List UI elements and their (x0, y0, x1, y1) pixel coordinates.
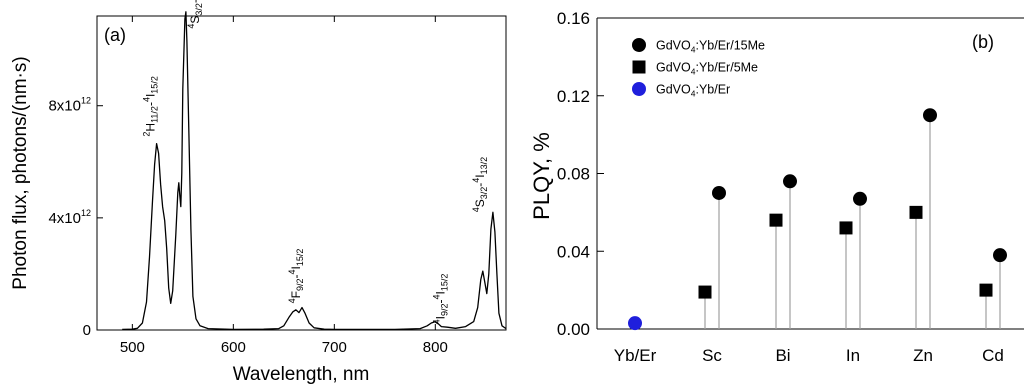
legend-marker-square (632, 60, 646, 74)
transition-label: 4S3/2-4I15/2 (186, 0, 204, 29)
panel-a-x-tick-label: 700 (322, 339, 347, 356)
panel-a: (a) Wavelength, nm Photon flux, photons/… (10, 0, 507, 385)
panel-a-x-tick-label: 500 (120, 339, 145, 356)
panel-b-x-tick-label: Cd (982, 346, 1004, 365)
data-point-square (769, 213, 783, 227)
legend-marker-circle (632, 38, 646, 52)
panel-b-x-tick-label: Zn (913, 346, 933, 365)
panel-a-y-tick-label: 8x1012 (48, 96, 91, 115)
panel-b-y-tick-label: 0.00 (557, 320, 590, 339)
legend-entry-label: GdVO4:Yb/Er/5Me (656, 61, 758, 77)
legend: GdVO4:Yb/Er/15Me GdVO4:Yb/Er/5Me GdVO4:Yb/… (632, 38, 765, 99)
legend-marker-circle (632, 82, 646, 96)
spectrum-line (122, 11, 507, 331)
panel-a-x-ticks: 500 600 700 800 (120, 16, 448, 356)
transition-label: 4I9/2-4I15/2 (431, 274, 449, 325)
panel-b-y-tick-label: 0.12 (557, 87, 590, 106)
data-point-circle (923, 108, 937, 123)
panel-b-y-tick-label: 0.08 (557, 165, 590, 184)
panel-b-y-tick-label: 0.04 (557, 242, 590, 261)
data-point-circle (712, 185, 726, 200)
transition-label: 2H11/2-4I15/2 (142, 76, 160, 136)
data-point-circle (853, 191, 867, 206)
panel-a-x-tick-label: 800 (423, 339, 448, 356)
transition-label: 4F9/2-4I15/2 (287, 249, 305, 304)
data-point-square (979, 283, 993, 297)
panel-b-y-ticks: 0.00 0.04 0.08 0.12 0.16 (557, 9, 604, 339)
panel-b-x-tick-label: Sc (702, 346, 722, 365)
panel-a-y-tick-label: 0 (83, 322, 91, 339)
panel-b-x-ticks: Yb/Er Sc Bi In Zn Cd (614, 346, 1004, 365)
data-point-circle (993, 248, 1007, 263)
panel-a-y-tick-label: 4x1012 (48, 208, 91, 227)
panel-a-y-axis-title: Photon flux, photons/(nm·s) (10, 56, 31, 289)
panel-b-y-axis-title: PLQY, % (529, 132, 554, 220)
legend-entry-label: GdVO4:Yb/Er (656, 83, 730, 99)
panel-b-points (628, 108, 1007, 331)
panel-b-label: (b) (972, 32, 994, 52)
transition-label: 4S3/2-4I13/2 (471, 157, 489, 212)
panel-a-x-axis-title: Wavelength, nm (233, 364, 370, 385)
panel-a-annotations: 2H11/2-4I15/2 4S3/2-4I15/2 4F9/2-4I15/2 4I9… (142, 0, 489, 324)
data-point-square (909, 205, 923, 219)
panel-a-label: (a) (104, 25, 126, 45)
panel-b-x-tick-label: Yb/Er (614, 346, 657, 365)
panel-a-x-tick-label: 600 (221, 339, 246, 356)
data-point-circle (783, 174, 797, 189)
legend-entry-label: GdVO4:Yb/Er/15Me (656, 39, 765, 55)
panel-b-y-tick-label: 0.16 (557, 9, 590, 28)
panel-b-x-tick-label: In (846, 346, 860, 365)
panel-a-frame (96, 15, 507, 331)
data-point-square (839, 221, 853, 235)
panel-a-y-ticks: 0 4x1012 8x1012 (48, 96, 103, 339)
panel-b: (b) PLQY, % 0.00 0.04 0.08 0.12 0.16 Yb/Er Sc… (529, 9, 1024, 365)
data-point-circle (628, 316, 642, 331)
data-point-square (698, 285, 712, 299)
panel-b-x-tick-label: Bi (775, 346, 790, 365)
